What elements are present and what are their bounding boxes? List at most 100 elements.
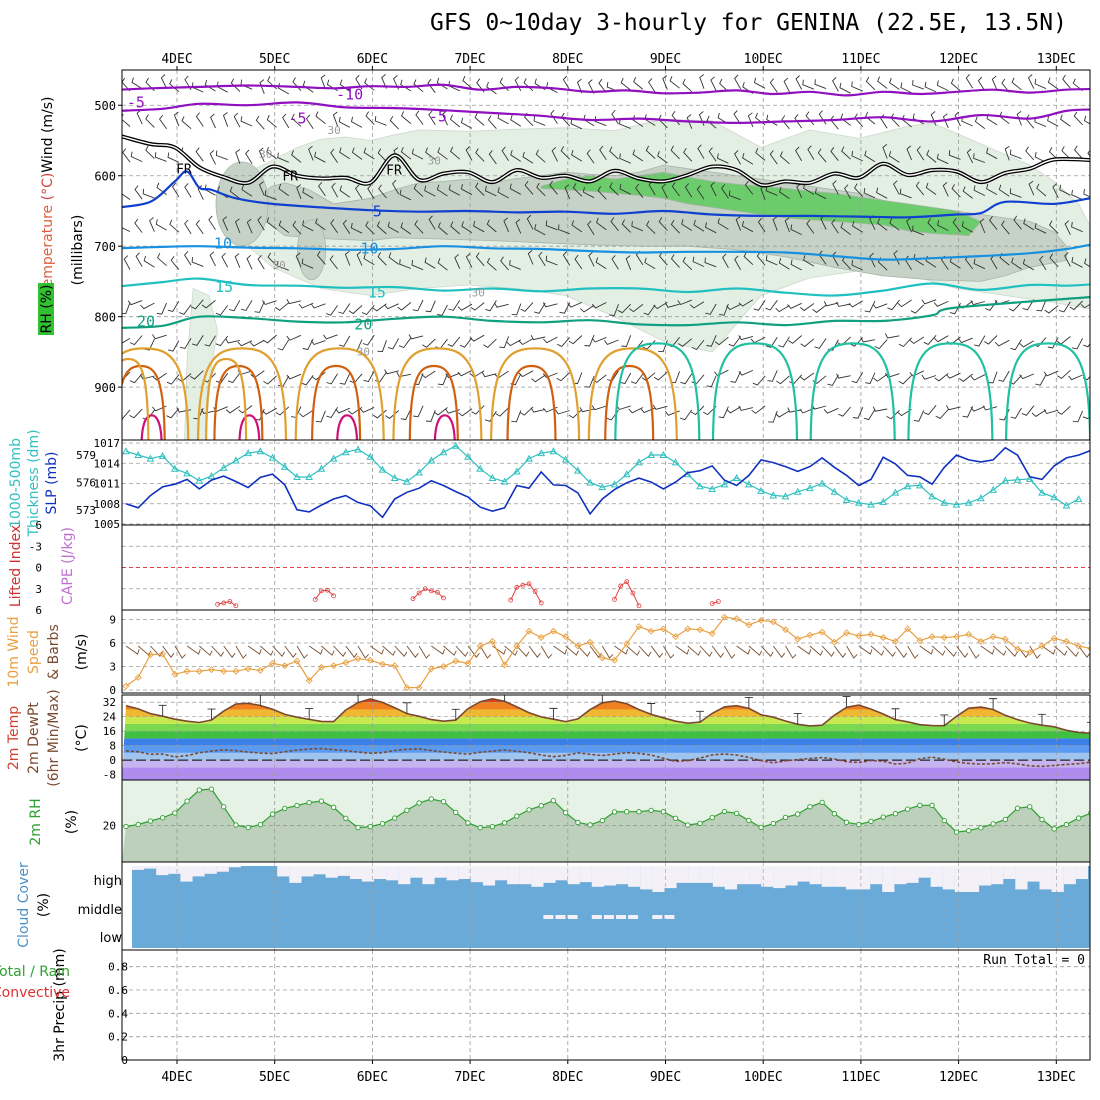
day-label-top: 8DEC bbox=[552, 52, 583, 67]
wind-barb bbox=[814, 338, 827, 349]
wind-barb bbox=[365, 221, 375, 235]
wind10m-barb bbox=[699, 645, 713, 657]
wind-barb bbox=[387, 221, 399, 233]
wind-barb bbox=[475, 182, 485, 196]
rh2m-marker bbox=[941, 817, 947, 824]
wind-barb bbox=[533, 115, 546, 126]
wind-barb bbox=[1060, 114, 1071, 127]
wind-barb bbox=[1072, 338, 1083, 350]
wind-barb bbox=[784, 217, 790, 233]
slp-tick: 1008 bbox=[94, 498, 121, 511]
wind10m-marker bbox=[574, 642, 582, 650]
wind-barb bbox=[471, 405, 485, 415]
contour-label: 30 bbox=[259, 148, 272, 161]
rh2m-marker bbox=[135, 821, 141, 828]
day-label-bottom: 13DEC bbox=[1037, 1070, 1076, 1085]
thickness-marker bbox=[195, 476, 204, 484]
rh2m-marker bbox=[330, 804, 337, 810]
wind10m-marker bbox=[317, 663, 325, 671]
lifted-index-marker bbox=[612, 596, 617, 602]
wind-barb bbox=[621, 335, 632, 347]
wind-barb bbox=[485, 185, 497, 197]
wind-barb bbox=[889, 77, 900, 90]
wind-barb bbox=[588, 251, 595, 267]
wind-barb bbox=[130, 151, 143, 163]
wind-barb bbox=[264, 190, 277, 201]
lifted-index-marker bbox=[618, 583, 624, 589]
wind10m-marker bbox=[782, 626, 789, 634]
cloud-high-gap bbox=[700, 866, 713, 883]
wind10m-barb bbox=[296, 645, 308, 659]
wind-barb bbox=[305, 114, 314, 129]
wind-barb bbox=[927, 218, 937, 232]
thickness-marker bbox=[268, 453, 277, 461]
wind10m-barb bbox=[577, 645, 591, 657]
wind-barb bbox=[385, 410, 399, 419]
rh2m-marker bbox=[282, 805, 288, 812]
wind-barb bbox=[864, 150, 876, 163]
wind10m-barb bbox=[199, 645, 213, 656]
wind-barb bbox=[1068, 374, 1083, 381]
wind-barb bbox=[522, 151, 534, 164]
wind-barb bbox=[323, 334, 338, 340]
wind10m-marker bbox=[550, 627, 557, 635]
wind-barb bbox=[933, 300, 949, 307]
cloud-high-gap bbox=[918, 866, 931, 878]
wind-barb bbox=[747, 112, 754, 128]
wind-barb bbox=[474, 112, 485, 126]
wind-barb bbox=[766, 114, 778, 126]
rh2m-marker bbox=[892, 811, 899, 817]
wind10m-marker bbox=[806, 631, 814, 639]
wind10m-barb bbox=[980, 645, 995, 655]
rh2m-marker bbox=[868, 818, 874, 825]
contour-dark-orange bbox=[604, 364, 655, 440]
wind-barb bbox=[351, 147, 363, 160]
wind-barb bbox=[316, 250, 326, 265]
upper-side-label: Temperature (°C)Wind (m/s) bbox=[40, 96, 56, 294]
wind-barb bbox=[152, 334, 167, 340]
wind-barb bbox=[848, 300, 864, 308]
day-label-top: 12DEC bbox=[939, 52, 978, 67]
thickness-marker bbox=[964, 498, 973, 506]
wind-barb bbox=[704, 257, 717, 268]
contour-label: 20 bbox=[137, 313, 155, 331]
wind-barb bbox=[1034, 78, 1047, 90]
wind-barb bbox=[422, 338, 436, 348]
wind-barb bbox=[717, 218, 729, 230]
wind-barb bbox=[691, 339, 705, 351]
lowlevel-contours bbox=[122, 342, 1090, 440]
wind-barb bbox=[560, 146, 571, 160]
wind-barb bbox=[389, 115, 400, 130]
rh2m-marker bbox=[416, 800, 422, 806]
cloud-high-gap bbox=[809, 866, 822, 885]
wind10m-marker bbox=[183, 667, 191, 675]
temp-label-2: 2m DewPt bbox=[26, 702, 42, 774]
cloud-high-gap bbox=[543, 866, 556, 883]
wind-barb bbox=[424, 185, 436, 197]
wind-barb bbox=[984, 335, 998, 345]
wind-barb bbox=[191, 257, 204, 267]
cloud-high-gap bbox=[507, 866, 520, 885]
wind-barb bbox=[586, 149, 595, 164]
wind-barb bbox=[484, 411, 497, 422]
wind-barb bbox=[923, 405, 937, 416]
cloud-high-gap bbox=[640, 866, 653, 890]
rh-tick: 20 bbox=[103, 820, 116, 833]
thickness-marker bbox=[916, 481, 924, 489]
wind10m-barb bbox=[125, 645, 140, 655]
isotherm-freezing-inner bbox=[122, 135, 1090, 187]
cloud-high-gap bbox=[470, 866, 483, 883]
wind-barb bbox=[154, 152, 167, 162]
wind-barb bbox=[209, 251, 216, 267]
wind-barb bbox=[621, 219, 632, 233]
thickness-marker bbox=[256, 447, 265, 455]
thickness-marker bbox=[329, 454, 338, 462]
wind-barb bbox=[246, 254, 253, 270]
thickness-marker bbox=[366, 452, 375, 460]
wind-barb bbox=[970, 374, 986, 381]
precip-tick: 0.4 bbox=[108, 1007, 128, 1020]
wind-barb bbox=[363, 370, 375, 383]
wind10m-marker bbox=[403, 684, 411, 692]
wind-barb bbox=[670, 254, 680, 268]
wind-barb bbox=[511, 410, 522, 423]
